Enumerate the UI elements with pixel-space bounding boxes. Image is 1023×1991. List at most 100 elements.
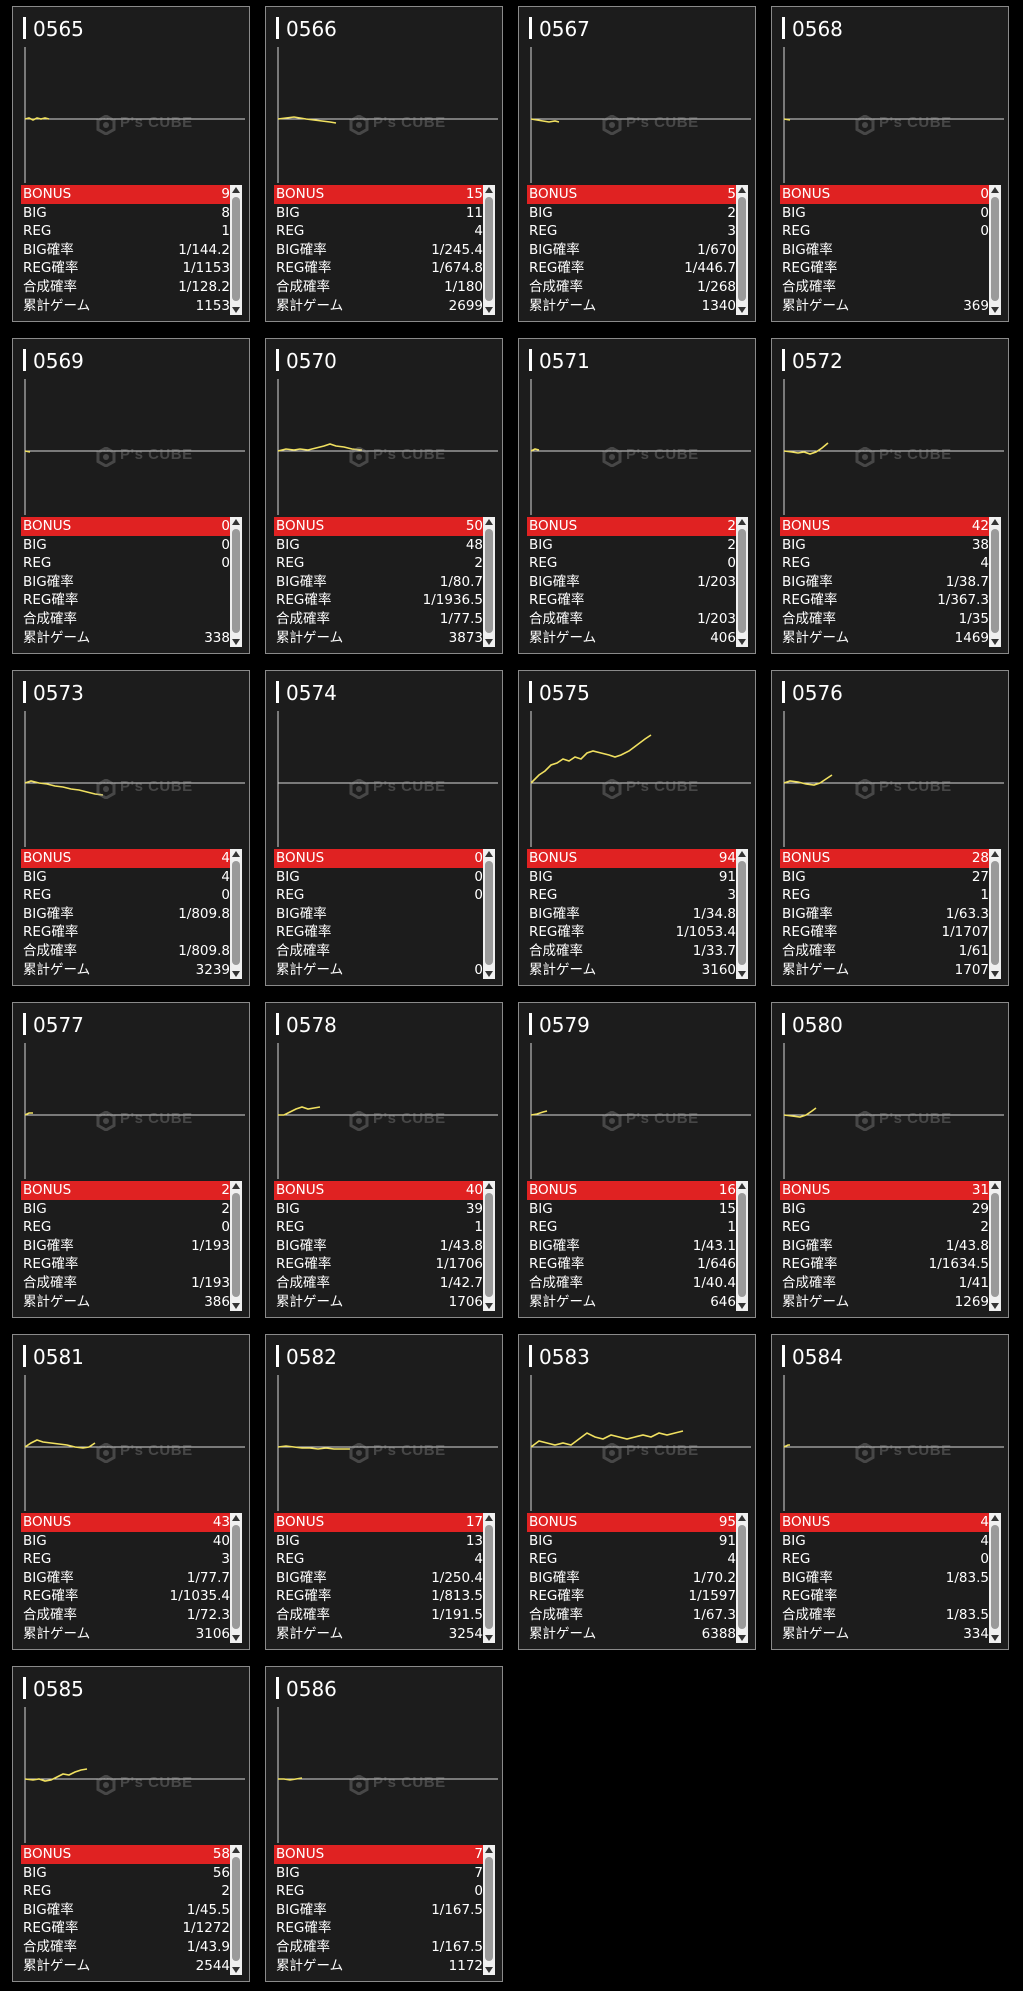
scroll-thumb[interactable] (991, 1193, 999, 1297)
scroll-thumb[interactable] (485, 1193, 493, 1297)
stats-scrollbar[interactable] (230, 185, 242, 315)
machine-card[interactable]: 0584 P's CUBE BONUS 4 BIG 4 REG 0 BIG確率 1/83.5 REG… (771, 1334, 1009, 1650)
machine-card[interactable]: 0566 P's CUBE BONUS 15 BIG 11 REG 4 BIG確率 1/245.4… (265, 6, 503, 322)
machine-card[interactable]: 0576 P's CUBE BONUS 28 BIG 27 REG 1 BIG確率 1/63.3 R… (771, 670, 1009, 986)
scroll-up-arrow-icon[interactable] (738, 187, 746, 193)
scroll-thumb[interactable] (485, 197, 493, 301)
stats-scrollbar[interactable] (736, 1181, 748, 1311)
stats-scrollbar[interactable] (736, 517, 748, 647)
scroll-thumb[interactable] (232, 1193, 240, 1297)
stats-scrollbar[interactable] (483, 517, 495, 647)
machine-card[interactable]: 0579 P's CUBE BONUS 16 BIG 15 REG 1 BIG確率 1/43.1 R… (518, 1002, 756, 1318)
scroll-down-arrow-icon[interactable] (232, 1635, 240, 1641)
scroll-up-arrow-icon[interactable] (991, 519, 999, 525)
scroll-down-arrow-icon[interactable] (485, 1635, 493, 1641)
scroll-down-arrow-icon[interactable] (991, 1303, 999, 1309)
scroll-thumb[interactable] (485, 1525, 493, 1629)
machine-card[interactable]: 0572 P's CUBE BONUS 42 BIG 38 REG 4 BIG確率 1/38.7 R… (771, 338, 1009, 654)
scroll-up-arrow-icon[interactable] (232, 187, 240, 193)
stats-scrollbar[interactable] (483, 849, 495, 979)
machine-card[interactable]: 0583 P's CUBE BONUS 95 BIG 91 REG 4 BIG確率 1/70.2 R… (518, 1334, 756, 1650)
stats-scrollbar[interactable] (483, 1181, 495, 1311)
scroll-up-arrow-icon[interactable] (485, 187, 493, 193)
scroll-down-arrow-icon[interactable] (738, 1635, 746, 1641)
scroll-up-arrow-icon[interactable] (232, 851, 240, 857)
scroll-up-arrow-icon[interactable] (991, 1183, 999, 1189)
scroll-down-arrow-icon[interactable] (485, 1967, 493, 1973)
scroll-down-arrow-icon[interactable] (232, 307, 240, 313)
scroll-thumb[interactable] (991, 529, 999, 633)
stats-scrollbar[interactable] (483, 185, 495, 315)
scroll-thumb[interactable] (232, 197, 240, 301)
stats-scrollbar[interactable] (989, 517, 1001, 647)
scroll-thumb[interactable] (232, 1525, 240, 1629)
scroll-down-arrow-icon[interactable] (485, 307, 493, 313)
stats-scrollbar[interactable] (230, 517, 242, 647)
scroll-thumb[interactable] (485, 1857, 493, 1961)
scroll-up-arrow-icon[interactable] (738, 1183, 746, 1189)
machine-card[interactable]: 0573 P's CUBE BONUS 4 BIG 4 REG 0 BIG確率 1/809.8 RE… (12, 670, 250, 986)
scroll-thumb[interactable] (738, 861, 746, 965)
machine-card[interactable]: 0574 P's CUBE BONUS 0 BIG 0 REG 0 BIG確率 REG確率 合成確率… (265, 670, 503, 986)
scroll-thumb[interactable] (991, 197, 999, 301)
stats-scrollbar[interactable] (483, 1513, 495, 1643)
scroll-down-arrow-icon[interactable] (738, 639, 746, 645)
scroll-up-arrow-icon[interactable] (485, 851, 493, 857)
stats-scrollbar[interactable] (989, 185, 1001, 315)
scroll-up-arrow-icon[interactable] (485, 1515, 493, 1521)
machine-card[interactable]: 0570 P's CUBE BONUS 50 BIG 48 REG 2 BIG確率 1/80.7 R… (265, 338, 503, 654)
scroll-up-arrow-icon[interactable] (485, 1183, 493, 1189)
stats-scrollbar[interactable] (736, 849, 748, 979)
machine-card[interactable]: 0578 P's CUBE BONUS 40 BIG 39 REG 1 BIG確率 1/43.8 R… (265, 1002, 503, 1318)
scroll-down-arrow-icon[interactable] (232, 971, 240, 977)
machine-card[interactable]: 0580 P's CUBE BONUS 31 BIG 29 REG 2 BIG確率 1/43.8 R… (771, 1002, 1009, 1318)
scroll-up-arrow-icon[interactable] (485, 519, 493, 525)
stats-scrollbar[interactable] (230, 1513, 242, 1643)
scroll-down-arrow-icon[interactable] (991, 1635, 999, 1641)
stats-scrollbar[interactable] (989, 1181, 1001, 1311)
scroll-thumb[interactable] (232, 529, 240, 633)
scroll-up-arrow-icon[interactable] (991, 851, 999, 857)
stats-scrollbar[interactable] (230, 1845, 242, 1975)
machine-card[interactable]: 0585 P's CUBE BONUS 58 BIG 56 REG 2 BIG確率 1/45.5 R… (12, 1666, 250, 1982)
scroll-thumb[interactable] (485, 529, 493, 633)
scroll-thumb[interactable] (738, 197, 746, 301)
scroll-up-arrow-icon[interactable] (738, 851, 746, 857)
scroll-down-arrow-icon[interactable] (485, 1303, 493, 1309)
scroll-down-arrow-icon[interactable] (991, 971, 999, 977)
scroll-down-arrow-icon[interactable] (232, 1303, 240, 1309)
scroll-up-arrow-icon[interactable] (232, 1847, 240, 1853)
scroll-up-arrow-icon[interactable] (232, 1183, 240, 1189)
scroll-down-arrow-icon[interactable] (738, 971, 746, 977)
machine-card[interactable]: 0575 P's CUBE BONUS 94 BIG 91 REG 3 BIG確率 1/34.8 R… (518, 670, 756, 986)
scroll-up-arrow-icon[interactable] (738, 1515, 746, 1521)
stats-scrollbar[interactable] (230, 849, 242, 979)
stats-scrollbar[interactable] (736, 185, 748, 315)
scroll-up-arrow-icon[interactable] (991, 187, 999, 193)
stats-scrollbar[interactable] (230, 1181, 242, 1311)
scroll-down-arrow-icon[interactable] (738, 307, 746, 313)
scroll-thumb[interactable] (738, 1525, 746, 1629)
machine-card[interactable]: 0567 P's CUBE BONUS 5 BIG 2 REG 3 BIG確率 1/670 REG確… (518, 6, 756, 322)
stats-scrollbar[interactable] (989, 849, 1001, 979)
machine-card[interactable]: 0571 P's CUBE BONUS 2 BIG 2 REG 0 BIG確率 1/203 REG確… (518, 338, 756, 654)
scroll-down-arrow-icon[interactable] (991, 307, 999, 313)
scroll-thumb[interactable] (991, 1525, 999, 1629)
scroll-thumb[interactable] (738, 529, 746, 633)
scroll-up-arrow-icon[interactable] (991, 1515, 999, 1521)
scroll-down-arrow-icon[interactable] (485, 971, 493, 977)
scroll-up-arrow-icon[interactable] (485, 1847, 493, 1853)
scroll-down-arrow-icon[interactable] (232, 1967, 240, 1973)
machine-card[interactable]: 0568 P's CUBE BONUS 0 BIG 0 REG 0 BIG確率 REG確率 合成確率… (771, 6, 1009, 322)
scroll-thumb[interactable] (232, 1857, 240, 1961)
scroll-down-arrow-icon[interactable] (738, 1303, 746, 1309)
stats-scrollbar[interactable] (736, 1513, 748, 1643)
scroll-up-arrow-icon[interactable] (232, 519, 240, 525)
scroll-thumb[interactable] (232, 861, 240, 965)
machine-card[interactable]: 0586 P's CUBE BONUS 7 BIG 7 REG 0 BIG確率 1/167.5 RE… (265, 1666, 503, 1982)
machine-card[interactable]: 0582 P's CUBE BONUS 17 BIG 13 REG 4 BIG確率 1/250.4… (265, 1334, 503, 1650)
stats-scrollbar[interactable] (483, 1845, 495, 1975)
machine-card[interactable]: 0569 P's CUBE BONUS 0 BIG 0 REG 0 BIG確率 REG確率 合成確率… (12, 338, 250, 654)
machine-card[interactable]: 0577 P's CUBE BONUS 2 BIG 2 REG 0 BIG確率 1/193 REG確… (12, 1002, 250, 1318)
stats-scrollbar[interactable] (989, 1513, 1001, 1643)
